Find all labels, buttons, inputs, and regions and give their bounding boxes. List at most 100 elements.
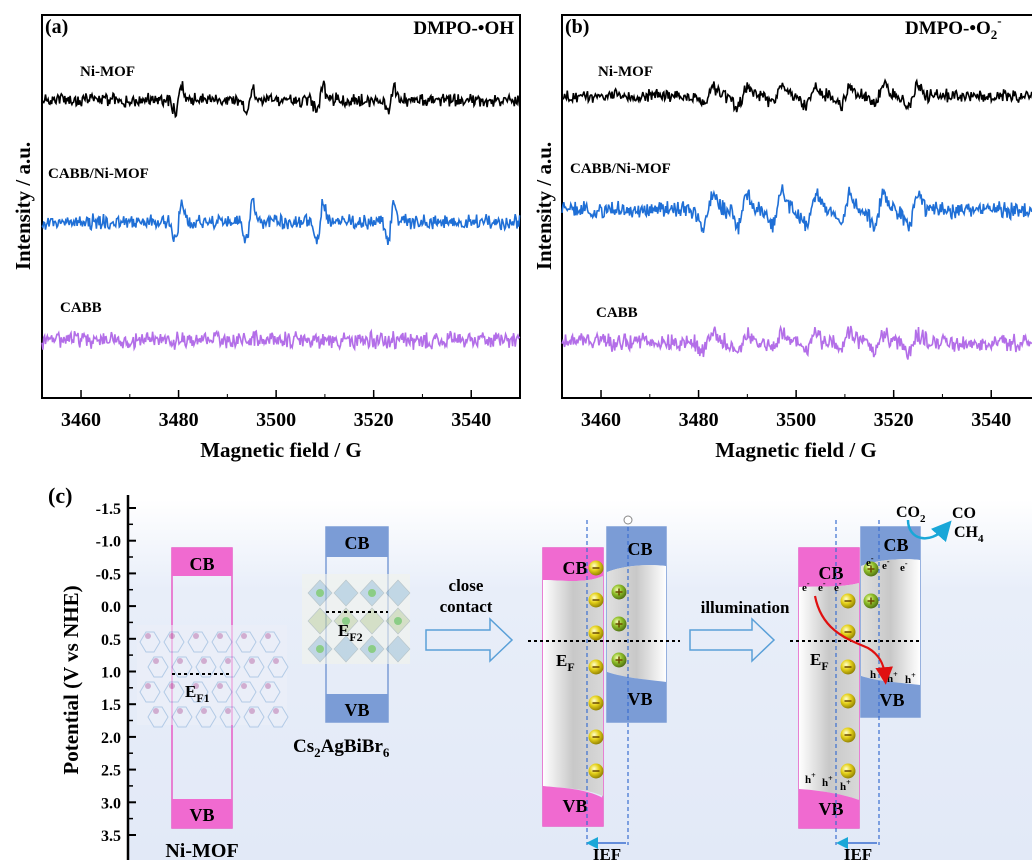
cabb-name: Cs2AgBiBr6 xyxy=(293,736,390,760)
contact-left-vb-label: VB xyxy=(562,796,587,816)
illumination-arrow-shape xyxy=(689,617,776,663)
ni-node xyxy=(193,683,199,689)
close-contact-label-2: contact xyxy=(440,597,493,616)
ni-node xyxy=(145,683,151,689)
cs-atom xyxy=(316,645,324,653)
ni-node xyxy=(177,658,183,664)
cabb-vb-label: VB xyxy=(344,700,369,720)
linker-ring xyxy=(195,706,217,728)
linker-ring xyxy=(147,706,169,728)
ni-node xyxy=(169,633,175,639)
contact-left-vb xyxy=(543,786,603,826)
x-tick-label: 3540 xyxy=(971,409,1011,431)
co2-sub: 2 xyxy=(920,513,926,525)
panel-b-title: DMPO-•O2- xyxy=(905,13,1002,42)
contact-right-cb-label: CB xyxy=(627,539,652,559)
cabb-ef-sub: F2 xyxy=(349,630,362,644)
ni-mof-band-structure: CB EF1 VB Ni-MOF xyxy=(137,547,289,860)
panel-b-title-main: DMPO-•O xyxy=(905,18,991,39)
hole-label: h+ xyxy=(822,774,833,789)
x-tick-label: 3480 xyxy=(679,409,719,431)
series-ni-mof-trace xyxy=(41,80,521,119)
ni-mof-name: Ni-MOF xyxy=(165,840,238,860)
linker-ring xyxy=(235,631,257,653)
illuminated-heterojunction: CB VB CB VB EF IEF e-e-e-e-e-e-h+h+ h+h+h… xyxy=(790,504,984,860)
ni-node xyxy=(241,683,247,689)
x-tick-label: 3500 xyxy=(256,409,296,431)
hole-label: h+ xyxy=(840,778,851,793)
panel-b: (b) DMPO-•O2- Ni-MOF CABB/Ni-MOF CABB 3460… xyxy=(532,13,1032,462)
electron-label: e- xyxy=(834,579,842,594)
linker-ring xyxy=(187,681,209,703)
x-tick-label: 3460 xyxy=(61,409,101,431)
contact-ef-main: E xyxy=(556,651,567,670)
linker-ring xyxy=(139,681,161,703)
cabb-ef-main: E xyxy=(338,621,349,640)
ni-mof-fermi-label: EF1 xyxy=(185,682,210,705)
ch4-main: CH xyxy=(954,524,979,541)
contact-boundary-dot xyxy=(623,515,633,525)
contact-heterojunction: CB VB CB VB EF IEF xyxy=(528,515,680,860)
x-tick-label: 3480 xyxy=(159,409,199,431)
cabb-band-structure: CB EF2 VB Cs2AgBiBr6 xyxy=(293,526,411,760)
ni-node xyxy=(193,633,199,639)
linker-ring xyxy=(211,631,233,653)
illumination-arrow: illumination xyxy=(689,598,790,663)
contact-iel-label: IEF xyxy=(593,845,621,860)
illum-left-cb xyxy=(799,548,859,587)
series-cabb-ni-mof-trace xyxy=(561,184,1032,235)
cs-atom xyxy=(368,589,376,597)
illum-left-vb xyxy=(799,789,859,828)
ni-mof-lattice xyxy=(139,631,289,728)
x-tick-label: 3520 xyxy=(874,409,914,431)
cabb-cb-label: CB xyxy=(344,533,369,553)
contact-right-vb xyxy=(607,672,666,722)
panel-b-label: (b) xyxy=(565,16,589,38)
cs-atom xyxy=(342,617,350,625)
y-tick-label: 2.0 xyxy=(101,730,121,747)
linker-ring xyxy=(259,631,281,653)
ni-node xyxy=(249,708,255,714)
y-tick-label: 0.0 xyxy=(101,599,121,616)
ni-mof-vb xyxy=(172,799,232,828)
illum-left-vb-label: VB xyxy=(818,799,843,819)
ni-node xyxy=(153,708,159,714)
co2-label: CO2 xyxy=(896,504,926,525)
series-label-cabb-ni-mof: CABB/Ni-MOF xyxy=(570,161,671,177)
electron-label: e- xyxy=(900,559,908,574)
y-tick-label: 1.5 xyxy=(101,697,121,714)
octahedron xyxy=(333,579,359,607)
y-tick-label: -1.5 xyxy=(96,501,121,518)
ni-node xyxy=(153,658,159,664)
ni-node xyxy=(249,658,255,664)
contact-right-cb xyxy=(607,527,666,572)
panel-a-x-ticks: 3460 3480 3500 3520 3540 xyxy=(61,390,521,431)
linker-ring xyxy=(147,656,169,678)
panel-a-series-labels: Ni-MOF CABB/Ni-MOF CABB xyxy=(48,64,149,316)
linker-ring xyxy=(171,656,193,678)
ni-mof-crystal-image xyxy=(137,625,289,728)
linker-ring xyxy=(235,681,257,703)
illum-right-cb-label: CB xyxy=(883,535,908,555)
ni-node xyxy=(273,708,279,714)
panel-b-ylabel: Intensity / a.u. xyxy=(532,142,556,270)
ni-node xyxy=(265,683,271,689)
close-contact-arrow: close contact xyxy=(425,576,514,663)
y-tick-label: -0.5 xyxy=(96,566,121,583)
linker-ring xyxy=(163,681,185,703)
ni-mof-cb-label: CB xyxy=(189,554,214,574)
electron-label: e- xyxy=(866,554,874,569)
ni-node xyxy=(217,633,223,639)
x-tick-label: 3500 xyxy=(776,409,816,431)
panel-c-y-ticks: -1.5 -1.0 -0.5 0.0 0.5 1.0 1.5 2.0 2.5 3.0 3.5 xyxy=(96,501,136,845)
series-label-cabb: CABB xyxy=(596,305,638,321)
cabb-name-3: AgBiBr xyxy=(321,736,384,757)
co2-reduction-arrow xyxy=(906,519,952,543)
panel-a-series-group xyxy=(41,80,521,352)
ni-mof-ef-main: E xyxy=(185,682,196,701)
illum-ef-sub: F xyxy=(821,659,828,673)
series-ni-mof-trace xyxy=(561,78,1032,113)
illum-right-vb xyxy=(861,676,920,717)
contact-left-bend xyxy=(543,576,603,796)
